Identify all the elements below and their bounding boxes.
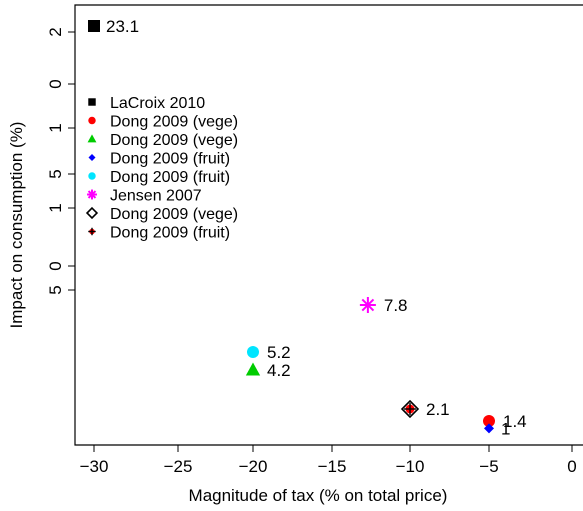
x-axis-label: Magnitude of tax (% on total price): [189, 486, 448, 505]
y-tick-label: 0: [46, 261, 65, 270]
legend-label: Dong 2009 (fruit): [110, 225, 230, 242]
data-label: 4.2: [267, 361, 291, 380]
x-tick-label: 0: [567, 457, 576, 476]
x-tick-label: −25: [164, 457, 193, 476]
legend-asterisk-marker: [87, 189, 97, 200]
legend-label: Dong 2009 (fruit): [110, 169, 230, 186]
asterisk-marker: [359, 297, 376, 313]
legend-entry: Dong 2009 (vege): [85, 206, 238, 223]
circle-plus-marker: [404, 403, 416, 415]
data-point: [404, 403, 416, 415]
plot-frame: [74, 4, 583, 446]
legend-triangle-marker: [87, 134, 97, 143]
data-point: 5.2: [247, 343, 291, 362]
data-label: 5.2: [267, 343, 291, 362]
y-tick-label: 5: [46, 285, 65, 294]
data-label: 1.4: [503, 412, 527, 431]
y-tick-label: 0: [46, 79, 65, 88]
legend-entry: LaCroix 2010: [88, 95, 205, 112]
legend-label: Jensen 2007: [110, 188, 202, 205]
legend-label: Dong 2009 (fruit): [110, 151, 230, 168]
legend-entry: Dong 2009 (vege): [87, 132, 238, 149]
legend-entry: Dong 2009 (fruit): [88, 225, 230, 242]
legend-circle-marker: [88, 116, 96, 125]
y-tick-label: 1: [46, 123, 65, 132]
legend-diamond-marker: [88, 154, 96, 161]
data-label: 1: [501, 419, 510, 438]
data-point: 1.4: [483, 412, 527, 431]
legend-label: Dong 2009 (vege): [110, 206, 238, 223]
legend-square-marker: [88, 98, 96, 106]
legend-label: Dong 2009 (vege): [110, 132, 238, 149]
data-label: 7.8: [384, 296, 408, 315]
legend-circle-plus-marker: [88, 227, 96, 236]
x-tick-label: −20: [239, 457, 268, 476]
data-point: 4.2: [245, 361, 291, 380]
axes: −30 −25 −20 −15 −10 −5 0 5 0 1 5 1 0 2: [46, 4, 583, 476]
data-point: 23.1: [88, 17, 139, 36]
asterisk-stroke: [361, 298, 375, 312]
y-tick-label: 5: [46, 169, 65, 178]
data-point: 1: [484, 419, 510, 438]
asterisk-stroke: [87, 190, 97, 199]
x-tick-label: −10: [396, 457, 425, 476]
circle-marker: [247, 346, 259, 358]
x-tick-label: −30: [80, 457, 109, 476]
legend-entry: Dong 2009 (vege): [88, 114, 238, 131]
data-point: 7.8: [359, 296, 408, 315]
data-point: 2.1: [400, 399, 450, 419]
legend-entry: Jensen 2007: [87, 188, 202, 205]
data-marks: 23.1 1.4 4.2 1 5.2 7.8 2.1: [88, 17, 527, 438]
diamond-plus-marker: [400, 399, 420, 419]
x-tick-label: −15: [318, 457, 347, 476]
diamond-marker: [484, 423, 494, 434]
legend-circle-marker: [88, 172, 96, 180]
data-label: 2.1: [426, 400, 450, 419]
legend-label: Dong 2009 (vege): [110, 114, 238, 131]
legend-entry: Dong 2009 (fruit): [88, 169, 230, 186]
legend-diamond-plus-marker: [85, 206, 99, 220]
data-label: 23.1: [106, 17, 139, 36]
legend-entry: Dong 2009 (fruit): [88, 151, 230, 168]
y-tick-label: 1: [46, 203, 65, 212]
y-tick-label: 2: [46, 27, 65, 36]
diamond-outline: [85, 206, 99, 220]
diamond-outline: [400, 399, 420, 419]
y-axis-label: Impact on consumption (%): [7, 122, 26, 329]
triangle-marker: [245, 362, 261, 376]
x-tick-label: −5: [479, 457, 498, 476]
legend-label: LaCroix 2010: [110, 95, 205, 112]
square-marker: [88, 20, 100, 32]
circle-marker: [483, 415, 495, 427]
